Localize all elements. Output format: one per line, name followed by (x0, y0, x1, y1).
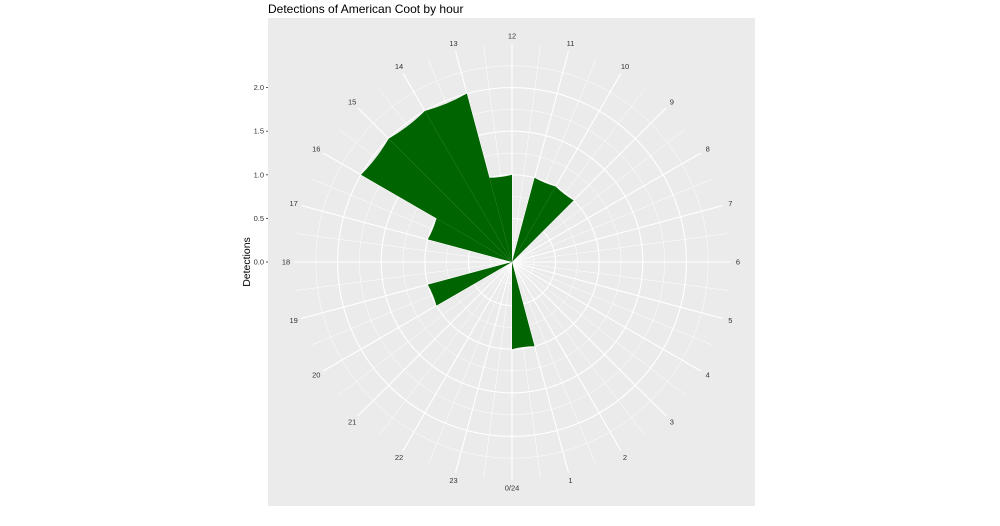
hour-label: 15 (348, 98, 356, 107)
hour-label: 11 (567, 39, 575, 48)
hour-label: 18 (282, 258, 290, 267)
hour-label: 10 (621, 62, 629, 71)
y-tick-label: 1.5 (254, 127, 264, 136)
hour-label: 2 (623, 453, 627, 462)
bar-hour-16 (427, 218, 512, 262)
grid-spoke-minor (295, 261, 513, 291)
y-tick-label: 0.5 (254, 214, 264, 223)
hour-label: 20 (312, 371, 320, 380)
bar-hour-13 (424, 93, 512, 262)
hour-label: 22 (395, 453, 403, 462)
y-tick-label: 1.0 (254, 170, 264, 179)
grid-spoke-minor (379, 261, 513, 436)
grid-spoke-minor (511, 261, 645, 436)
hour-label: 0/24 (505, 484, 520, 493)
bar-hour-0-24 (512, 262, 535, 350)
hour-label: 17 (290, 199, 298, 208)
grid-spoke-minor (428, 261, 513, 464)
hour-label: 9 (670, 98, 674, 107)
grid-spoke (322, 261, 513, 372)
hour-label: 21 (348, 417, 356, 426)
grid-spoke (357, 261, 513, 417)
grid-spoke (402, 261, 513, 452)
grid-spoke-minor (511, 129, 686, 263)
bar-hour-19 (427, 262, 512, 306)
grid-spoke (301, 205, 513, 263)
hour-label: 13 (449, 39, 457, 48)
grid-layer (294, 44, 730, 480)
grid-spoke-minor (511, 178, 714, 263)
grid-spoke-minor (483, 261, 513, 479)
grid-spoke-minor (511, 261, 714, 346)
grid-spoke-minor (511, 45, 541, 263)
bar-hour-9 (512, 186, 574, 262)
hour-label: 1 (568, 476, 572, 485)
hour-label: 8 (706, 145, 710, 154)
hour-label: 7 (728, 199, 732, 208)
grid-spoke-minor (511, 261, 686, 395)
y-axis: 0.0 0.5 1.0 1.5 2.0 (254, 83, 268, 267)
bar-hour-14 (388, 110, 512, 262)
y-tick-label: 0.0 (254, 258, 264, 267)
grid-spoke (455, 261, 513, 473)
grid-spoke (511, 152, 702, 263)
bar-hour-15 (360, 138, 512, 262)
grid-spoke (511, 261, 702, 372)
hour-label: 23 (449, 476, 457, 485)
grid-spoke (511, 51, 569, 263)
bar-hour-10 (512, 177, 556, 262)
hour-label: 5 (728, 316, 732, 325)
grid-spoke (511, 261, 723, 319)
grid-spoke (301, 261, 513, 319)
grid-spoke-minor (338, 261, 513, 395)
hour-label: 4 (706, 371, 710, 380)
bars-layer (360, 93, 574, 350)
hour-label: 6 (736, 258, 740, 267)
hour-labels: 0/24123456789101112131415161718192021222… (282, 32, 740, 493)
hour-label: 19 (290, 316, 298, 325)
grid-spoke (511, 261, 622, 452)
grid-spoke-minor (511, 261, 596, 464)
chart-title: Detections of American Coot by hour (268, 2, 463, 16)
hour-label: 12 (508, 32, 516, 41)
hour-label: 14 (395, 62, 403, 71)
y-axis-title: Detections (241, 237, 253, 287)
grid-spoke-minor (511, 233, 729, 263)
grid-spoke-minor (511, 261, 729, 291)
grid-spoke (511, 205, 723, 263)
hour-label: 16 (312, 145, 320, 154)
bar-hour-12 (489, 174, 512, 262)
y-tick-label: 2.0 (254, 83, 264, 92)
grid-spoke (322, 152, 513, 263)
hour-label: 3 (670, 417, 674, 426)
grid-spoke-minor (295, 233, 513, 263)
grid-spoke (511, 261, 667, 417)
